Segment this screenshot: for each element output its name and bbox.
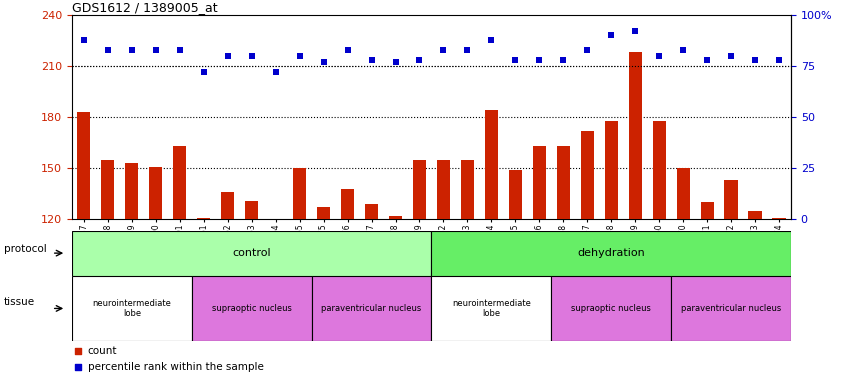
Text: neurointermediate
lobe: neurointermediate lobe	[452, 299, 530, 318]
Point	[245, 53, 259, 59]
Text: tissue: tissue	[3, 297, 35, 307]
Point	[316, 59, 330, 65]
Point	[629, 28, 642, 34]
Point	[724, 53, 738, 59]
Point	[557, 57, 570, 63]
Bar	[580, 131, 594, 219]
Bar	[149, 166, 162, 219]
Point	[652, 53, 666, 59]
Point	[77, 36, 91, 42]
Bar	[431, 231, 791, 276]
Text: dehydration: dehydration	[577, 248, 645, 258]
Point	[149, 47, 162, 53]
Text: GDS1612 / 1389005_at: GDS1612 / 1389005_at	[72, 1, 217, 14]
Point	[71, 348, 85, 354]
Bar	[311, 276, 431, 341]
Point	[365, 57, 378, 63]
Text: count: count	[88, 346, 118, 356]
Bar	[652, 121, 666, 219]
Bar	[557, 146, 570, 219]
Bar	[533, 146, 546, 219]
Point	[197, 69, 211, 75]
Bar	[102, 160, 114, 219]
Point	[388, 59, 403, 65]
Point	[604, 33, 618, 39]
Bar	[700, 202, 714, 219]
Point	[269, 69, 283, 75]
Point	[700, 57, 714, 63]
Bar	[772, 217, 786, 219]
Bar	[431, 276, 552, 341]
Text: supraoptic nucleus: supraoptic nucleus	[571, 304, 651, 313]
Bar	[461, 160, 474, 219]
Bar	[125, 163, 139, 219]
Bar	[77, 112, 91, 219]
Bar	[245, 201, 258, 219]
Point	[772, 57, 786, 63]
Bar	[197, 217, 211, 219]
Bar	[293, 168, 306, 219]
Bar	[72, 276, 192, 341]
Point	[749, 57, 762, 63]
Bar	[341, 189, 354, 219]
Bar	[552, 276, 671, 341]
Bar	[317, 207, 330, 219]
Point	[173, 47, 186, 53]
Text: paraventricular nucleus: paraventricular nucleus	[321, 304, 421, 313]
Bar	[221, 192, 234, 219]
Point	[71, 364, 85, 370]
Bar	[173, 146, 186, 219]
Bar	[629, 53, 642, 219]
Bar	[72, 231, 431, 276]
Text: supraoptic nucleus: supraoptic nucleus	[212, 304, 292, 313]
Point	[101, 47, 114, 53]
Bar	[485, 110, 498, 219]
Text: neurointermediate
lobe: neurointermediate lobe	[92, 299, 171, 318]
Bar	[508, 170, 522, 219]
Point	[437, 47, 450, 53]
Bar	[724, 180, 738, 219]
Point	[413, 57, 426, 63]
Bar	[389, 216, 402, 219]
Point	[677, 47, 690, 53]
Point	[341, 47, 354, 53]
Point	[533, 57, 547, 63]
Bar	[192, 276, 311, 341]
Bar	[437, 160, 450, 219]
Bar	[605, 121, 618, 219]
Point	[460, 47, 474, 53]
Point	[485, 36, 498, 42]
Text: protocol: protocol	[3, 244, 47, 254]
Text: paraventricular nucleus: paraventricular nucleus	[681, 304, 781, 313]
Point	[125, 47, 139, 53]
Text: control: control	[233, 248, 271, 258]
Bar	[749, 211, 761, 219]
Point	[508, 57, 522, 63]
Bar	[413, 160, 426, 219]
Point	[293, 53, 306, 59]
Bar	[677, 168, 689, 219]
Point	[580, 47, 594, 53]
Text: percentile rank within the sample: percentile rank within the sample	[88, 362, 264, 372]
Point	[221, 53, 234, 59]
Bar	[671, 276, 791, 341]
Bar	[365, 204, 378, 219]
